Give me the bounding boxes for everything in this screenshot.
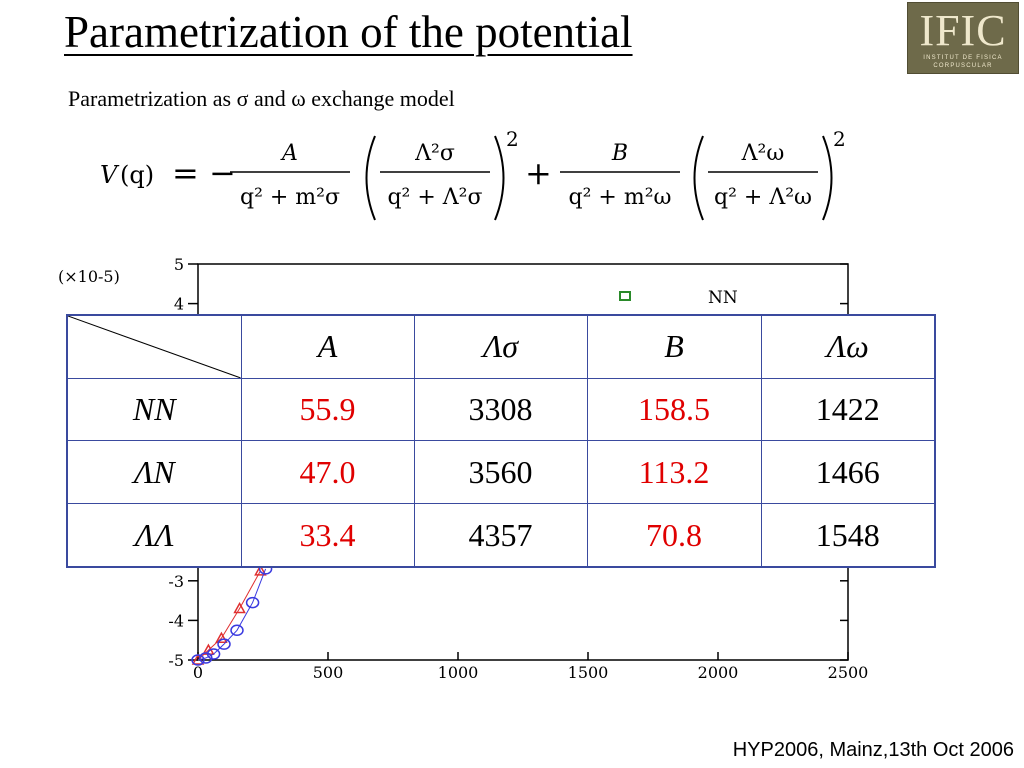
header-b: B bbox=[586, 314, 762, 379]
eq-den-b: q² + m²ω bbox=[569, 185, 672, 210]
cell-nn-b: 158.5 bbox=[586, 377, 762, 442]
cell-nn-a: 55.9 bbox=[240, 377, 415, 442]
series-line-circle bbox=[197, 568, 267, 661]
eq-power-1: 2 bbox=[506, 128, 519, 151]
eq-q: (q) bbox=[120, 161, 154, 189]
data-point-circle bbox=[199, 652, 213, 664]
header-lambda-omega: Λω bbox=[760, 314, 936, 379]
header-lambda-sigma: Λσ bbox=[413, 314, 588, 379]
x-ticks: 0 500 1000 1500 2000 2500 bbox=[193, 652, 868, 682]
x-tick-label: 0 bbox=[193, 663, 203, 682]
logo-line-2: CORPUSCULAR bbox=[933, 63, 993, 69]
eq-den-a: q² + m²σ bbox=[240, 185, 340, 210]
cell-nn-lambda-omega: 1422 bbox=[760, 377, 936, 442]
slide-title: Parametrization of the potential bbox=[64, 7, 633, 57]
data-point-circle bbox=[217, 638, 231, 650]
cell-lambdan-a: 47.0 bbox=[240, 440, 415, 505]
eq-num-b: B bbox=[611, 141, 628, 166]
data-point-circle bbox=[245, 596, 260, 609]
series-layer bbox=[191, 563, 273, 666]
y-tick-label: 4 bbox=[174, 295, 184, 314]
x-tick-label: 2000 bbox=[698, 663, 739, 682]
x-tick-label: 2500 bbox=[828, 663, 869, 682]
legend-marker-nn bbox=[619, 291, 631, 301]
parameter-table: A Λσ B Λω NN 55.9 3308 158.5 1422 ΛN 47.… bbox=[66, 314, 936, 568]
footer-conference: HYP2006, Mainz,13th Oct 2006 bbox=[732, 739, 1014, 761]
data-point-circle bbox=[191, 654, 205, 666]
cell-lambdalambda-a: 33.4 bbox=[240, 503, 415, 568]
legend-label-nn: NN bbox=[708, 288, 738, 308]
x-tick-label: 1500 bbox=[568, 663, 609, 682]
logo-main-text: IFIC bbox=[919, 6, 1007, 55]
eq-paren-right-1 bbox=[494, 135, 505, 221]
eq-big-num-sigma: Λ²σ bbox=[414, 141, 455, 166]
data-point-triangle bbox=[215, 631, 228, 643]
eq-num-a: A bbox=[280, 141, 298, 166]
table-corner-cell bbox=[66, 314, 242, 379]
data-point-triangle bbox=[233, 601, 246, 614]
slide-subtitle: Parametrization as σ and ω exchange mode… bbox=[68, 86, 455, 111]
table-row: ΛΛ 33.4 4357 70.8 1548 bbox=[66, 503, 936, 568]
y-ticks: 5 4 -3 -4 -5 bbox=[168, 255, 848, 670]
cell-lambdan-lambda-sigma: 3560 bbox=[413, 440, 588, 505]
eq-big-den-sigma: q² + Λ²σ bbox=[387, 185, 482, 210]
eq-equals-minus: = − bbox=[172, 154, 236, 192]
eq-paren-right-2 bbox=[822, 135, 833, 221]
cell-lambdan-b: 113.2 bbox=[586, 440, 762, 505]
header-a: A bbox=[240, 314, 415, 379]
x-tick-label: 1000 bbox=[438, 663, 479, 682]
data-point-circle bbox=[206, 648, 221, 660]
y-tick-label: -5 bbox=[168, 651, 184, 670]
row-label-lambda-n: ΛN bbox=[66, 440, 242, 505]
ific-logo: IFIC INSTITUT DE FISICA CORPUSCULAR bbox=[907, 2, 1019, 74]
y-tick-label: 5 bbox=[174, 255, 184, 274]
logo-line-1: INSTITUT DE FISICA bbox=[923, 55, 1003, 61]
cell-lambdalambda-lambda-sigma: 4357 bbox=[413, 503, 588, 568]
eq-paren-left-1 bbox=[365, 135, 376, 221]
corner-diagonal bbox=[68, 316, 241, 378]
cell-lambdalambda-lambda-omega: 1548 bbox=[760, 503, 936, 568]
cell-lambdalambda-b: 70.8 bbox=[586, 503, 762, 568]
y-tick-label: -4 bbox=[168, 611, 184, 630]
legend: NN bbox=[619, 288, 738, 308]
table-header-row: A Λσ B Λω bbox=[66, 314, 936, 379]
y-tick-label: -3 bbox=[168, 572, 184, 591]
table-row: ΛN 47.0 3560 113.2 1466 bbox=[66, 440, 936, 505]
data-point-circle bbox=[230, 624, 244, 637]
eq-power-2: 2 bbox=[833, 128, 846, 151]
data-point-triangle bbox=[254, 564, 267, 576]
eq-paren-left-2 bbox=[693, 135, 704, 221]
cell-lambdan-lambda-omega: 1466 bbox=[760, 440, 936, 505]
row-label-lambda-lambda: ΛΛ bbox=[66, 503, 242, 568]
row-label-nn: NN bbox=[66, 377, 242, 442]
y-multiplier-label: (×10-5) bbox=[58, 267, 120, 286]
eq-big-den-omega: q² + Λ²ω bbox=[714, 185, 812, 210]
table-row: NN 55.9 3308 158.5 1422 bbox=[66, 377, 936, 442]
x-tick-label: 500 bbox=[313, 663, 344, 682]
eq-big-num-omega: Λ²ω bbox=[741, 141, 785, 166]
potential-equation: V (q) = − A q² + m²σ Λ²σ q² + Λ²σ 2 + B … bbox=[100, 128, 846, 221]
eq-plus: + bbox=[525, 154, 552, 192]
cell-nn-lambda-sigma: 3308 bbox=[413, 377, 588, 442]
eq-v: V bbox=[100, 161, 120, 189]
